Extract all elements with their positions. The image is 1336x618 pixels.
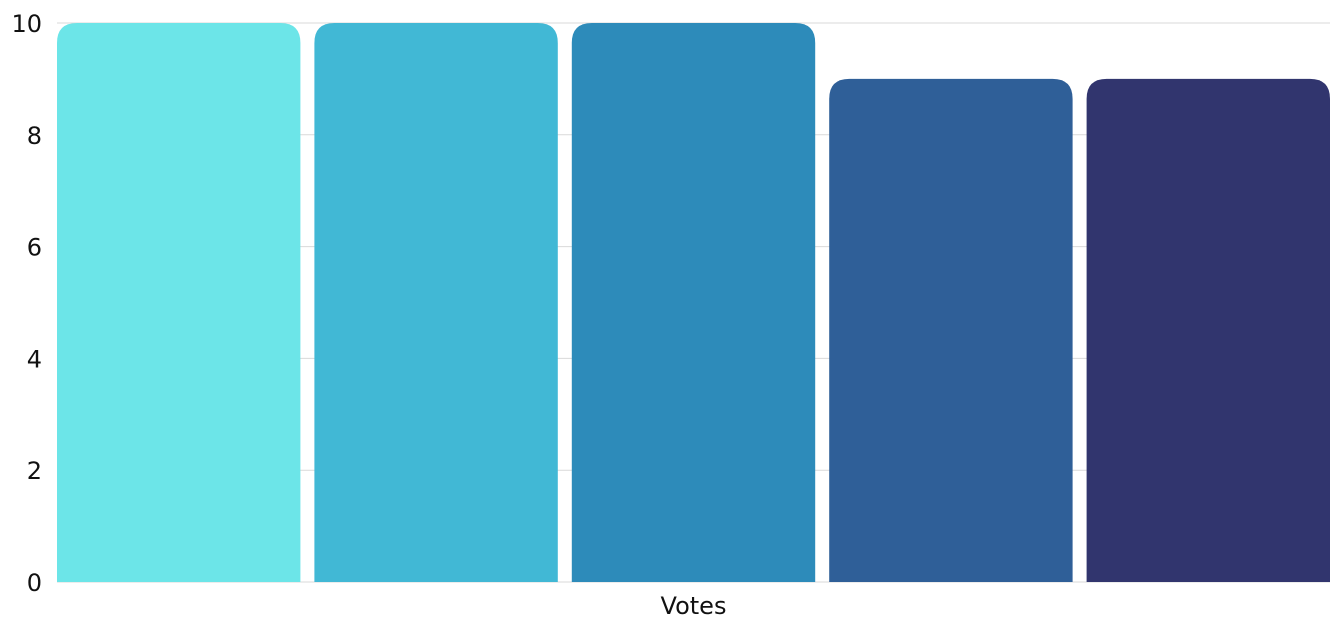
bar-1 [57,23,301,582]
y-tick-label: 2 [27,457,42,485]
y-tick-label: 8 [27,122,42,150]
y-tick-label: 6 [27,234,42,262]
bar-2 [314,23,558,582]
bar-4 [829,78,1073,583]
x-axis-label: Votes [661,592,727,618]
bar-5 [1086,78,1330,583]
y-tick-label: 4 [27,345,42,373]
y-tick-label: 10 [11,10,42,38]
bars [57,23,1330,583]
y-axis-ticks: 0 2 4 6 8 10 [11,10,42,597]
y-tick-label: 0 [27,569,42,597]
bar-3 [571,23,816,582]
